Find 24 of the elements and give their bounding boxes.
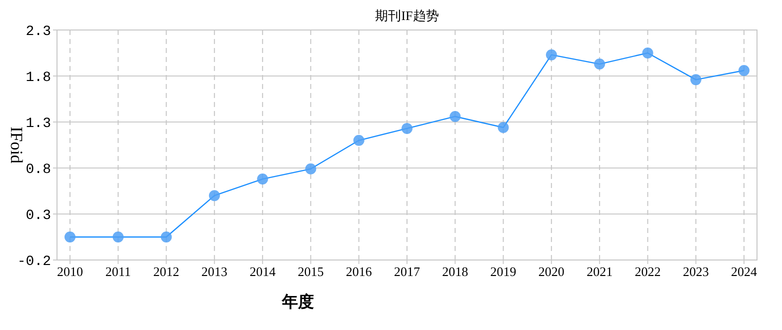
x-tick-label: 2016 [346,264,372,279]
x-tick-label: 2018 [442,264,468,279]
x-tick-label: 2011 [105,264,131,279]
y-tick-label: 0.8 [26,162,51,178]
x-tick-label: 2010 [57,264,83,279]
x-tick-label: 2020 [538,264,564,279]
y-tick-label: 2.3 [26,24,51,40]
y-tick-label: 1.3 [26,116,51,132]
x-axis-title: 年度 [281,292,314,311]
y-tick-label: 1.8 [26,70,51,86]
x-tick-label: 2024 [731,264,758,279]
y-tick-label: -0.2 [17,254,51,270]
x-tick-label: 2013 [201,264,228,279]
chart-title: 期刊IF趋势 [375,8,439,23]
x-tick-label: 2023 [682,264,709,279]
y-axis-title: IFoid [7,126,26,164]
x-tick-label: 2021 [586,264,613,279]
x-tick-label: 2014 [250,264,276,279]
x-tick-label: 2012 [153,264,180,279]
x-tick-label: 2019 [490,264,516,279]
x-tick-label: 2015 [298,264,324,279]
y-tick-label: 0.3 [26,208,51,224]
x-tick-label: 2017 [394,264,420,279]
x-tick-label: 2022 [634,264,661,279]
